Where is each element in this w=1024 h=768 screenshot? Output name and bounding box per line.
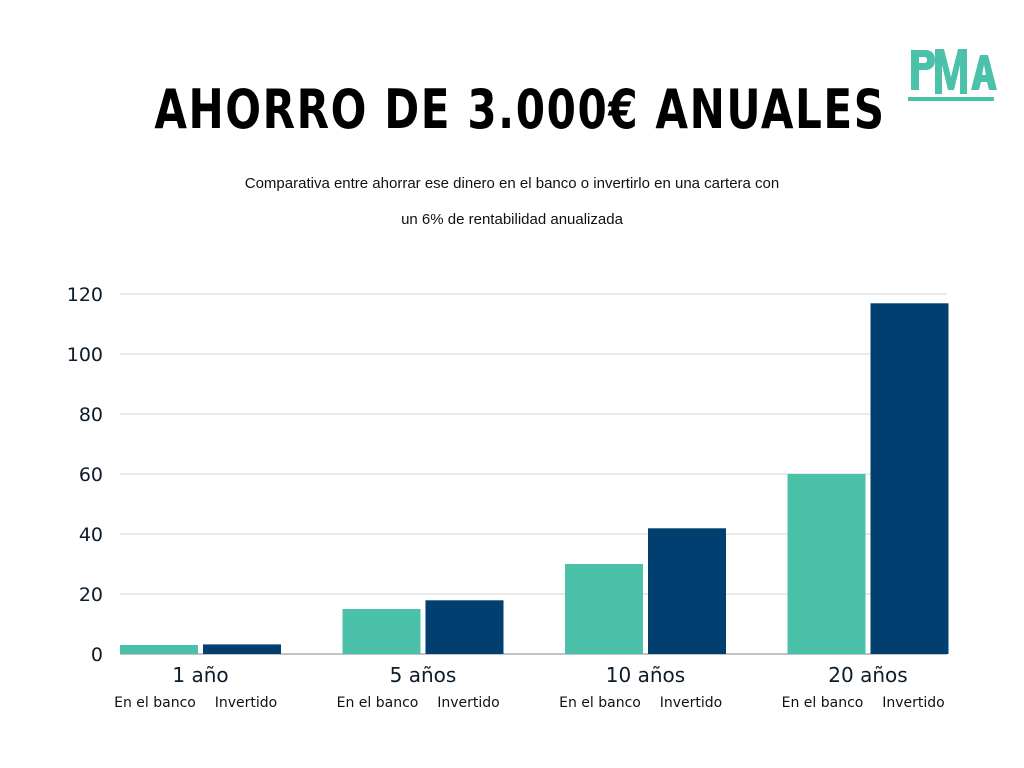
bar-label: En el banco	[114, 695, 196, 711]
x-category-label: 5 años	[390, 663, 457, 687]
page-subtitle: Comparativa entre ahorrar ese dinero en …	[150, 166, 874, 238]
bar-label: Invertido	[215, 695, 278, 711]
y-tick-label: 100	[67, 344, 103, 366]
y-tick-label: 40	[79, 524, 103, 546]
bar-label: En el banco	[559, 695, 641, 711]
bar-bank	[565, 564, 643, 654]
y-tick-label: 60	[79, 464, 103, 486]
y-tick-label: 120	[67, 284, 103, 306]
bar-invested	[648, 528, 726, 654]
bar-label: En el banco	[337, 695, 419, 711]
bar-invested	[870, 303, 949, 654]
x-category-label: 10 años	[606, 663, 685, 687]
bar-label: En el banco	[782, 695, 864, 711]
x-category-label: 1 año	[172, 663, 228, 687]
subtitle-line-1: Comparativa entre ahorrar ese dinero en …	[244, 175, 780, 192]
bar-bank	[342, 609, 421, 654]
pma-logo	[908, 49, 997, 101]
x-category-label: 20 años	[828, 663, 907, 687]
bar-bank	[120, 645, 198, 654]
bar-invested	[203, 644, 281, 654]
bar-invested	[425, 600, 504, 654]
subtitle-line-2: un 6% de rentabilidad anualizada	[401, 211, 623, 228]
bar-label: Invertido	[882, 695, 945, 711]
y-tick-label: 0	[91, 644, 103, 666]
y-tick-label: 80	[79, 404, 103, 426]
bar-label: Invertido	[660, 695, 723, 711]
page-title: AHORRO DE 3.000€ ANUALES	[154, 78, 886, 141]
y-tick-label: 20	[79, 584, 103, 606]
bar-bank	[787, 474, 866, 654]
bar-label: Invertido	[437, 695, 500, 711]
